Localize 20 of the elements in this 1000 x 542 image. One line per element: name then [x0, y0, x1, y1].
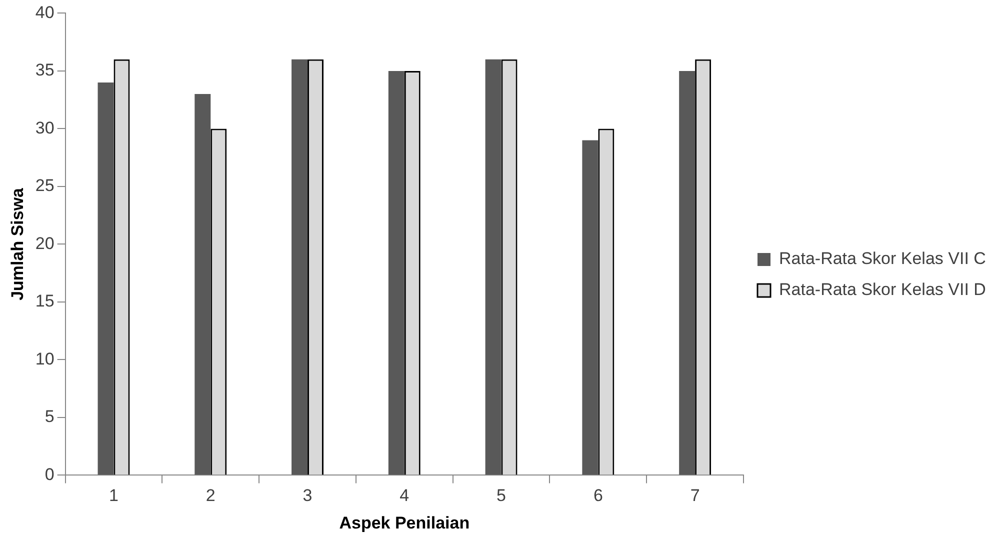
y-tick-label: 30: [35, 118, 54, 138]
x-axis-title: Aspek Penilaian: [339, 513, 470, 532]
x-tick-label: 2: [206, 486, 216, 506]
x-tick-label: 1: [109, 486, 118, 506]
y-axis-title: Jumlah Siswa: [8, 187, 27, 300]
y-tick-label: 20: [35, 234, 54, 253]
x-tick-label: 5: [496, 486, 506, 506]
y-tick-label: 15: [35, 292, 54, 311]
x-tick-label: 4: [400, 486, 410, 506]
y-tick-label: 40: [35, 2, 54, 22]
x-tick-label: 7: [690, 486, 700, 506]
y-tick-label: 5: [44, 407, 54, 426]
y-tick-label: 35: [35, 60, 54, 80]
legend-label: Rata-Rata Skor Kelas VII D: [779, 280, 986, 300]
y-tick-label: 10: [35, 349, 54, 368]
y-tick-label: 0: [44, 464, 54, 484]
x-tick-label: 3: [302, 486, 312, 506]
legend-label: Rata-Rata Skor Kelas VII C: [779, 249, 986, 268]
x-tick-label: 6: [593, 486, 603, 506]
y-tick-label: 25: [35, 176, 54, 196]
